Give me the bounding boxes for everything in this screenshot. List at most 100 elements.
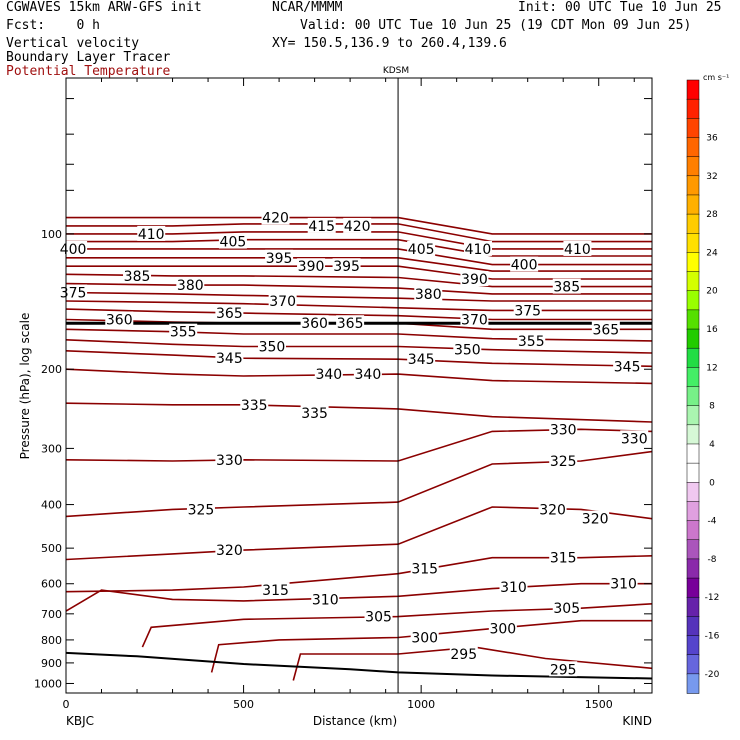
- contour-label-bg: [488, 620, 517, 636]
- org-label: NCAR/MMMM: [272, 0, 343, 15]
- colorbar-label: -8: [708, 555, 717, 565]
- colorbar-swatch: [686, 213, 700, 234]
- theta-contour-365: [66, 308, 652, 321]
- contour-label-bg: [453, 341, 482, 357]
- y-tick-label: 400: [41, 499, 62, 512]
- contour-label-bg: [265, 249, 294, 265]
- y-tick-label: 300: [41, 442, 62, 455]
- contour-label-365: 365: [337, 316, 364, 332]
- vertical-velocity-colorbar: 36 32 28 24 20 16 12 8 4 0 -4 -8 -12 -16 -20: [686, 79, 720, 694]
- contour-label-295: 295: [450, 647, 477, 663]
- contour-label-bg: [105, 311, 134, 327]
- contour-label-335: 335: [301, 406, 328, 422]
- contour-label-410: 410: [564, 242, 591, 258]
- contour-label-315: 315: [262, 583, 289, 599]
- contour-label-390: 390: [298, 259, 325, 275]
- contour-label-bg: [414, 285, 443, 301]
- contour-label-415: 415: [308, 219, 335, 235]
- contour-label-bg: [410, 560, 439, 576]
- contour-label-365: 365: [592, 322, 619, 338]
- contour-label-305: 305: [365, 610, 392, 626]
- contour-label-bg: [300, 315, 329, 331]
- contour-label-350: 350: [259, 339, 286, 355]
- contour-label-bg: [620, 430, 649, 446]
- contour-label-bg: [218, 233, 247, 249]
- contour-label-bg: [353, 366, 382, 382]
- colorbar-swatch: [686, 482, 700, 503]
- colorbar-label: 20: [706, 287, 718, 297]
- contour-label-300: 300: [489, 622, 516, 638]
- contour-label-310: 310: [610, 577, 637, 593]
- contour-label-355: 355: [170, 325, 197, 341]
- contour-label-330: 330: [621, 431, 648, 447]
- colorbar-swatch: [686, 252, 700, 273]
- colorbar-swatch: [686, 194, 700, 215]
- colorbar-swatch: [686, 98, 700, 120]
- colorbar-label: 4: [709, 440, 715, 450]
- contour-label-385: 385: [553, 280, 580, 296]
- contour-label-bg: [215, 350, 244, 366]
- contour-label-bg: [517, 332, 546, 348]
- contour-label-bg: [240, 396, 269, 412]
- contour-label-350: 350: [454, 343, 481, 359]
- colorbar-label: 8: [709, 402, 715, 412]
- contour-label-bg: [563, 240, 592, 256]
- contour-label-370: 370: [461, 312, 488, 328]
- contour-label-330: 330: [550, 422, 577, 438]
- contour-label-bg: [343, 217, 372, 233]
- y-axis-label: Pressure (hPa), log scale: [18, 313, 32, 460]
- field-boundary-layer-tracer: Boundary Layer Tracer: [6, 50, 171, 65]
- theta-contour-350: [66, 339, 652, 354]
- contour-label-315: 315: [550, 551, 577, 567]
- contour-label-395: 395: [333, 259, 360, 275]
- contour-label-390: 390: [461, 272, 488, 288]
- contour-label-bg: [123, 267, 152, 283]
- contour-label-bg: [410, 629, 439, 645]
- y-tick-label: 1000: [34, 677, 62, 690]
- colorbar-swatch: [686, 616, 700, 637]
- mid-station-label: KDSM: [383, 66, 409, 76]
- xy-range: XY= 150.5,136.9 to 260.4,139.6: [272, 36, 507, 51]
- contour-label-bg: [549, 549, 578, 565]
- theta-contour-345: [66, 350, 652, 368]
- contour-label-bg: [449, 646, 478, 662]
- contour-label-bg: [311, 591, 340, 607]
- y-tick-label: 100: [41, 228, 62, 241]
- model-title: CGWAVES 15km ARW-GFS init: [6, 0, 202, 15]
- init-time: Init: 00 UTC Tue 10 Jun 25: [518, 0, 722, 15]
- colorbar-swatch: [686, 137, 700, 158]
- colorbar-swatch: [686, 386, 700, 407]
- contour-label-bg: [609, 575, 638, 591]
- contour-label-370: 370: [269, 294, 296, 310]
- contour-label-bg: [613, 358, 642, 374]
- colorbar-swatch: [686, 271, 700, 292]
- contour-label-bg: [261, 582, 290, 598]
- plot-frame: [65, 77, 653, 694]
- colorbar-label: 0: [709, 478, 715, 488]
- contour-label-380: 380: [177, 278, 204, 294]
- contour-label-bg: [407, 351, 436, 367]
- theta-contour-335: [66, 402, 652, 423]
- contour-label-bg: [364, 608, 393, 624]
- contour-label-bg: [549, 661, 578, 677]
- contour-label-405: 405: [408, 242, 435, 258]
- colorbar-swatch: [686, 501, 700, 522]
- colorbar-swatch: [686, 233, 700, 254]
- contour-label-bg: [332, 258, 361, 274]
- contour-label-325: 325: [550, 454, 577, 470]
- valid-time: Valid: 00 UTC Tue 10 Jun 25 (19 CDT Mon …: [300, 18, 692, 33]
- contour-label-340: 340: [355, 367, 382, 383]
- colorbar-swatch: [686, 79, 700, 100]
- colorbar-swatch: [686, 118, 700, 139]
- contour-label-bg: [215, 451, 244, 467]
- contour-label-420: 420: [262, 211, 289, 227]
- contour-label-bg: [513, 302, 542, 318]
- colorbar-swatch: [686, 654, 700, 675]
- y-tick-label: 900: [41, 657, 62, 670]
- contour-label-bg: [463, 240, 492, 256]
- left-station-label: KBJC: [66, 714, 94, 728]
- contour-label-bg: [407, 240, 436, 256]
- contour-label-bg: [581, 510, 610, 526]
- contour-label-395: 395: [266, 251, 293, 267]
